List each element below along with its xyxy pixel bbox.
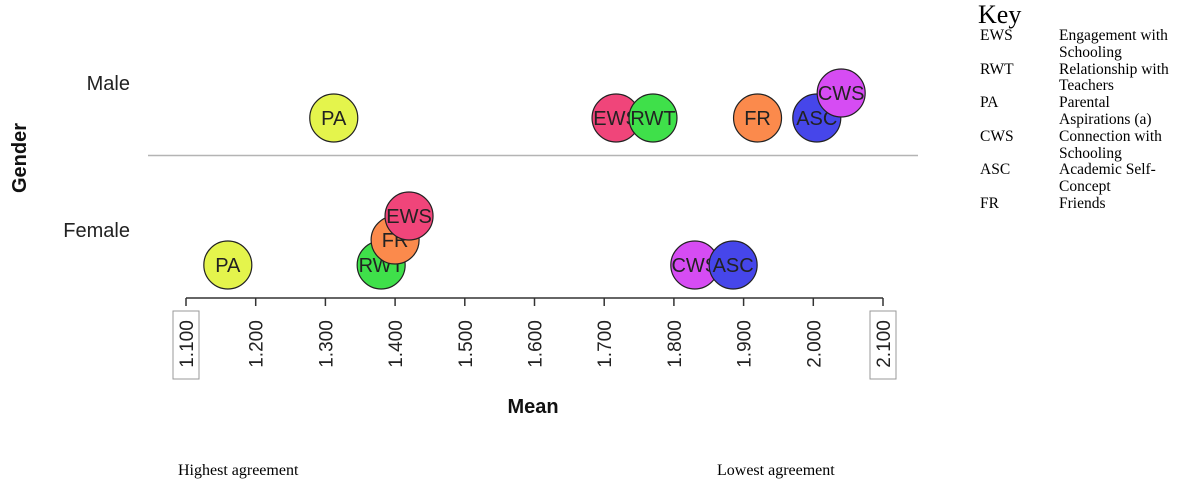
y-category-female: Female bbox=[63, 220, 130, 242]
point-label: PA bbox=[321, 108, 347, 130]
x-axis-label: Mean bbox=[507, 396, 558, 418]
x-tick-label: 1.500 bbox=[456, 320, 477, 368]
key-desc: Connection with Schooling bbox=[1059, 127, 1162, 162]
point-marker bbox=[384, 191, 434, 241]
point-marker bbox=[203, 240, 253, 290]
x-tick-label: 1.700 bbox=[595, 320, 616, 368]
key-row: ASC Academic Self-Concept bbox=[978, 162, 1179, 196]
x-tick-label: 1.600 bbox=[526, 320, 547, 368]
x-tick-label-box bbox=[869, 310, 897, 380]
point-marker bbox=[732, 93, 783, 143]
x-tick-label-box bbox=[172, 310, 200, 380]
point-label: ASC bbox=[713, 255, 754, 277]
x-tick-label: 1.800 bbox=[665, 320, 686, 368]
point-label: RWT bbox=[630, 108, 675, 130]
point-label: EWS bbox=[386, 206, 432, 228]
key-panel: Key EWS Engagement with Schooling RWT Re… bbox=[978, 2, 1182, 213]
key-abbr: RWT bbox=[980, 60, 1014, 78]
key-title: Key bbox=[978, 0, 1022, 29]
key-abbr: ASC bbox=[980, 161, 1011, 179]
x-tick-label: 1.200 bbox=[247, 320, 268, 368]
key-desc: Engagement with Schooling bbox=[1059, 27, 1168, 61]
key-table: EWS Engagement with Schooling RWT Relati… bbox=[978, 27, 1179, 213]
scatter-chart: 1.100 1.200 1.300 1.400 1.500 1.600 1.700 1.800… bbox=[9, 68, 918, 418]
point-male-ews: EWS bbox=[591, 93, 641, 143]
point-male-pa: PA bbox=[309, 93, 359, 143]
key-abbr: EWS bbox=[980, 27, 1013, 44]
key-abbr: CWS bbox=[980, 127, 1014, 145]
y-category-male: Male bbox=[87, 73, 130, 95]
y-axis-label: Gender bbox=[9, 123, 31, 193]
key-desc: Friends bbox=[1059, 194, 1106, 212]
point-marker bbox=[708, 240, 758, 290]
point-male-fr: FR bbox=[732, 93, 783, 143]
point-marker bbox=[309, 93, 359, 143]
point-male-rwt: RWT bbox=[628, 93, 678, 143]
key-row: FR Friends bbox=[978, 194, 1179, 213]
key-row: CWS Connection with Schooling bbox=[978, 127, 1179, 163]
point-marker bbox=[816, 68, 866, 118]
key-abbr: FR bbox=[980, 194, 999, 212]
x-tick-label: 2.000 bbox=[804, 320, 825, 368]
point-label: PA bbox=[215, 255, 241, 277]
key-abbr: PA bbox=[980, 94, 999, 112]
key-desc: Parental Aspirations (a) bbox=[1059, 94, 1152, 128]
point-male-cws: CWS bbox=[816, 68, 866, 118]
point-label: CWS bbox=[818, 83, 865, 105]
point-female-cws: CWS bbox=[670, 240, 720, 290]
x-tick-label: 1.400 bbox=[386, 320, 407, 368]
point-female-ews: EWS bbox=[384, 191, 434, 241]
highest-agreement-label: Highest agreement bbox=[178, 462, 299, 479]
x-tick-label: 1.900 bbox=[735, 320, 756, 368]
point-female-pa: PA bbox=[203, 240, 253, 290]
point-label: CWS bbox=[671, 255, 718, 277]
point-label: FR bbox=[744, 108, 771, 130]
lowest-agreement-label: Lowest agreement bbox=[717, 462, 835, 479]
x-axis: 1.100 1.200 1.300 1.400 1.500 1.600 1.700 1.800… bbox=[172, 297, 897, 380]
key-row: RWT Relationship with Teachers bbox=[978, 60, 1179, 96]
key-row: EWS Engagement with Schooling bbox=[978, 27, 1179, 62]
point-marker bbox=[628, 93, 678, 143]
x-tick-label: 1.300 bbox=[316, 320, 337, 368]
point-female-asc: ASC bbox=[708, 240, 758, 290]
x-tick-label: 1.100 bbox=[177, 320, 198, 368]
key-desc: Academic Self-Concept bbox=[1059, 161, 1156, 196]
point-label: EWS bbox=[593, 108, 639, 130]
x-tick-label: 2.100 bbox=[874, 320, 895, 368]
key-row: PA Parental Aspirations (a) bbox=[978, 94, 1179, 129]
key-desc: Relationship with Teachers bbox=[1059, 60, 1169, 95]
point-label: ASC bbox=[796, 108, 837, 130]
